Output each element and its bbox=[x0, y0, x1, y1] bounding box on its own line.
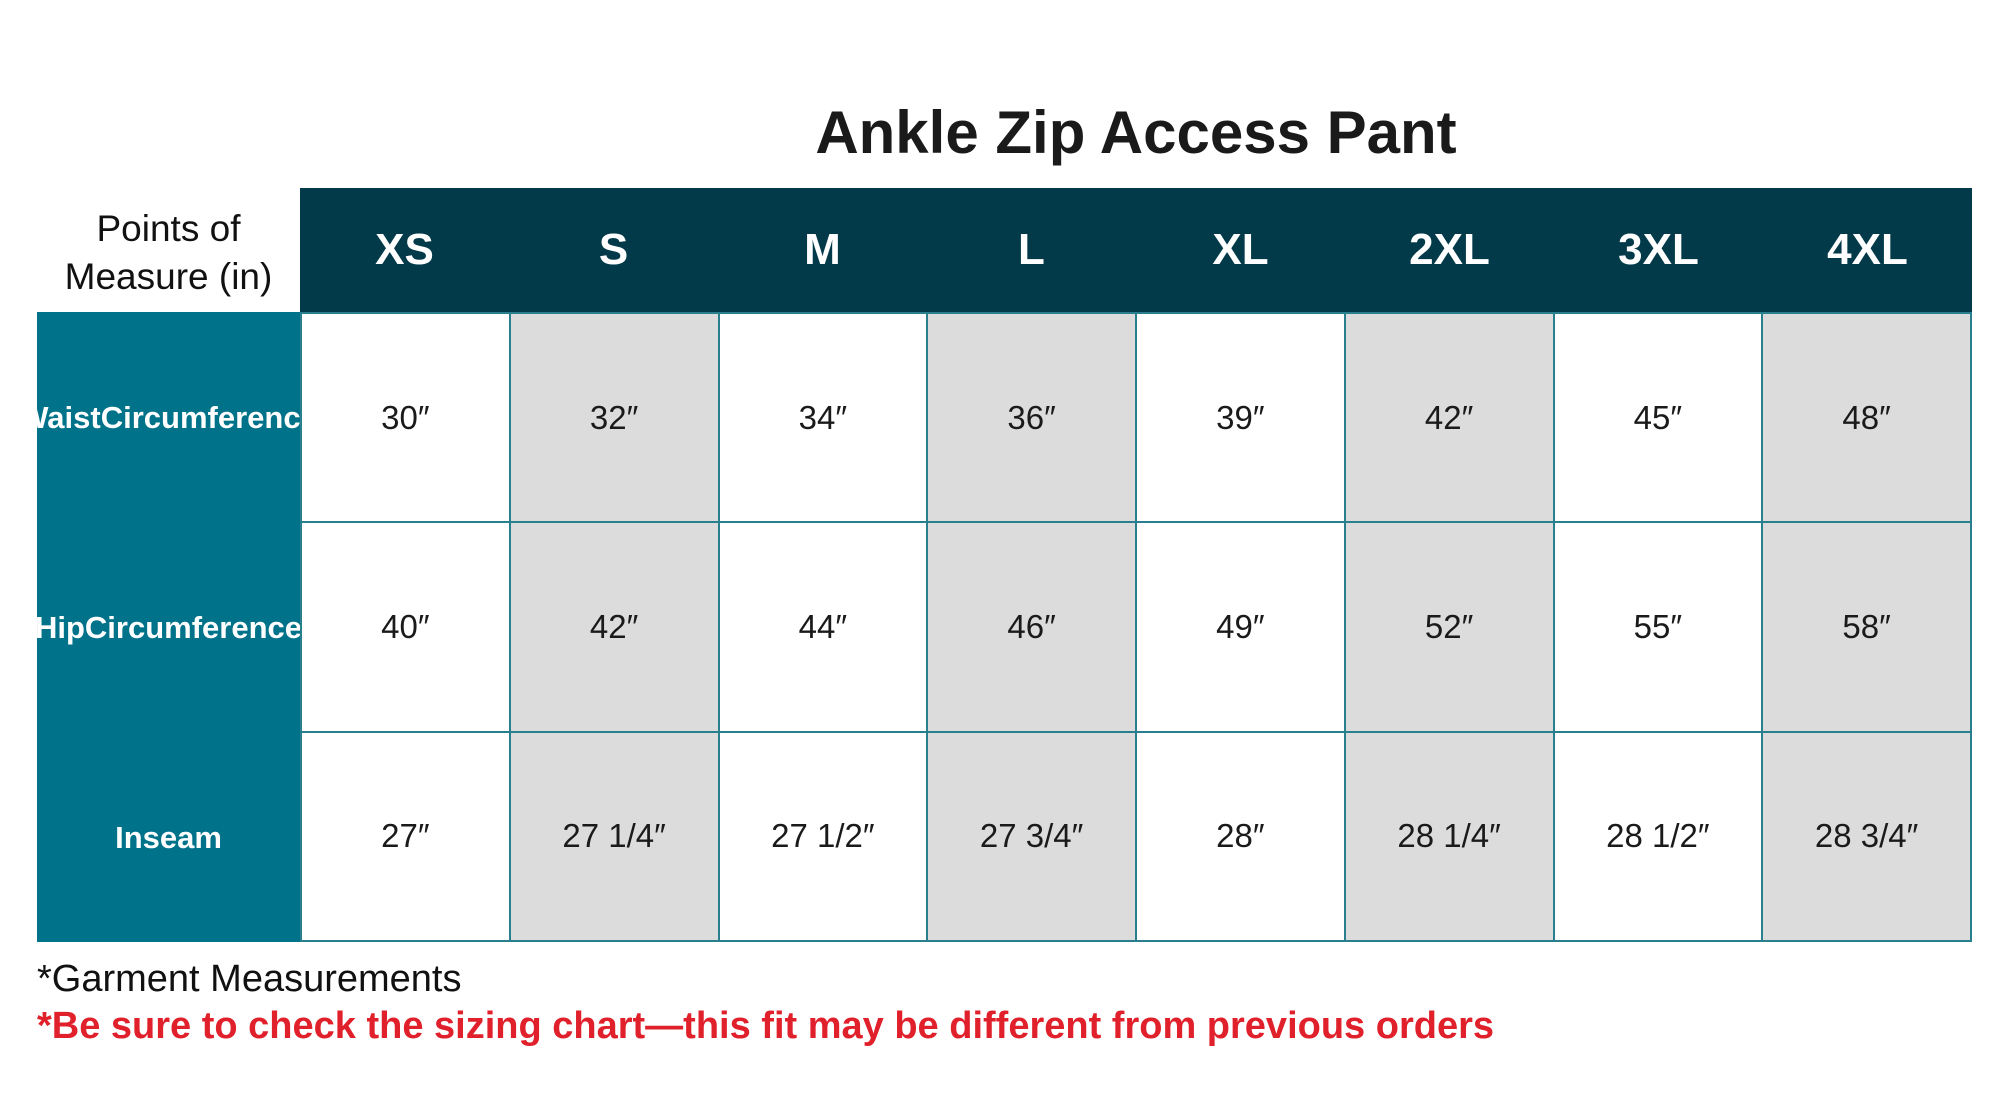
measure-labels-column: Waist Circumference Hip Circumference Inseam bbox=[19, 312, 318, 942]
table-cell: 39″ bbox=[1135, 312, 1344, 522]
points-of-measure-label: Points of Measure (in) bbox=[37, 205, 300, 301]
table-cell: 52″ bbox=[1343, 521, 1553, 731]
row-label-line1: Waist bbox=[19, 399, 101, 435]
table-cell: 58″ bbox=[1761, 521, 1970, 731]
table-cell: 28 1/2″ bbox=[1552, 730, 1762, 940]
size-header-row: XS S M L XL 2XL 3XL 4XL bbox=[300, 188, 1972, 312]
table-cell: 30″ bbox=[300, 312, 509, 522]
table-cell: 46″ bbox=[926, 521, 1135, 731]
table-cell: 34″ bbox=[717, 312, 927, 522]
size-header-s: S bbox=[598, 225, 629, 274]
table-cell: 32″ bbox=[508, 312, 718, 522]
row-label-line1: Hip bbox=[34, 609, 85, 645]
size-header-4xl: 4XL bbox=[1827, 225, 1908, 274]
table-cell: 36″ bbox=[926, 312, 1135, 522]
table-cell: 42″ bbox=[1343, 312, 1553, 522]
size-header-3xl: 3XL bbox=[1618, 225, 1699, 274]
table-cell: 45″ bbox=[1552, 312, 1762, 522]
table-cell: 42″ bbox=[508, 521, 718, 731]
size-header-xl: XL bbox=[1212, 225, 1269, 274]
table-cell: 27 1/4″ bbox=[508, 730, 718, 940]
row-label: Waist Circumference bbox=[19, 312, 318, 522]
row-label-line1: Inseam bbox=[115, 819, 222, 855]
size-header-2xl: 2XL bbox=[1409, 225, 1490, 274]
size-header-m: M bbox=[804, 225, 841, 274]
size-header-xs: XS bbox=[375, 225, 434, 274]
row-label-line2: Circumference bbox=[84, 609, 303, 645]
table-cell: 27 3/4″ bbox=[926, 730, 1135, 940]
points-label-line2: Measure (in) bbox=[64, 256, 273, 297]
garment-note: *Garment Measurements bbox=[37, 958, 462, 1000]
table-cell: 28 1/4″ bbox=[1343, 730, 1553, 940]
size-table: 30″ 32″ 34″ 36″ 39″ 42″ 45″ 48″ 40″ 42″ 44″ 46″ 49″ 5… bbox=[300, 312, 1972, 942]
row-label: Inseam bbox=[37, 732, 300, 942]
row-label: Hip Circumference bbox=[34, 522, 303, 732]
row-label-line2: Circumference bbox=[100, 399, 318, 435]
table-cell: 48″ bbox=[1761, 312, 1970, 522]
points-label-line1: Points of bbox=[96, 208, 241, 249]
table-cell: 55″ bbox=[1552, 521, 1762, 731]
table-cell: 28″ bbox=[1135, 730, 1344, 940]
table-cell: 27 1/2″ bbox=[717, 730, 927, 940]
table-cell: 49″ bbox=[1135, 521, 1344, 731]
chart-title: Ankle Zip Access Pant bbox=[815, 99, 1457, 166]
table-cell: 44″ bbox=[717, 521, 927, 731]
sizing-warning: *Be sure to check the sizing chart—this … bbox=[37, 1005, 1495, 1047]
table-cell: 28 3/4″ bbox=[1761, 730, 1970, 940]
table-cell: 27″ bbox=[300, 730, 509, 940]
table-cell: 40″ bbox=[300, 521, 509, 731]
size-header-l: L bbox=[1018, 225, 1045, 274]
